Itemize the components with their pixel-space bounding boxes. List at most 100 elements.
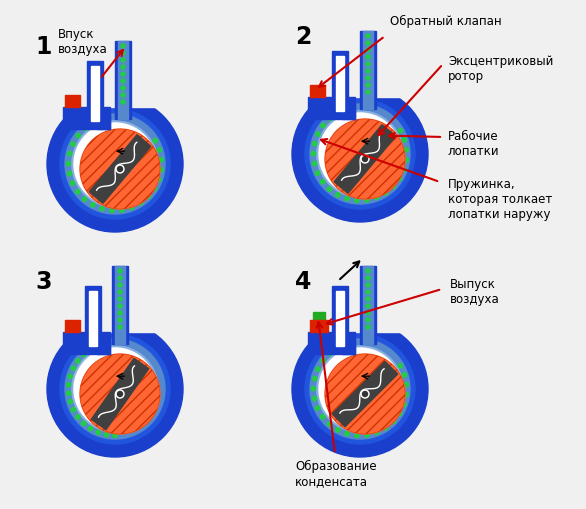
Circle shape bbox=[118, 392, 122, 397]
Circle shape bbox=[404, 393, 408, 397]
Circle shape bbox=[374, 431, 379, 435]
Circle shape bbox=[116, 390, 124, 398]
Circle shape bbox=[118, 304, 122, 308]
Circle shape bbox=[328, 187, 332, 192]
Circle shape bbox=[364, 433, 369, 437]
Circle shape bbox=[157, 149, 162, 153]
Circle shape bbox=[76, 190, 80, 194]
Circle shape bbox=[366, 49, 370, 53]
Circle shape bbox=[366, 63, 370, 67]
Bar bbox=[363, 267, 373, 344]
Text: 2: 2 bbox=[295, 25, 311, 49]
Circle shape bbox=[366, 84, 370, 88]
Circle shape bbox=[104, 342, 108, 346]
Circle shape bbox=[76, 134, 80, 138]
Circle shape bbox=[292, 321, 428, 457]
Circle shape bbox=[366, 276, 370, 280]
Bar bbox=[332, 287, 348, 349]
Circle shape bbox=[121, 52, 125, 56]
Bar bbox=[336, 57, 344, 112]
Circle shape bbox=[310, 105, 410, 205]
Circle shape bbox=[104, 433, 108, 437]
Bar bbox=[115, 267, 125, 344]
Circle shape bbox=[321, 359, 325, 363]
Circle shape bbox=[81, 421, 86, 426]
Circle shape bbox=[72, 346, 158, 432]
Bar bbox=[42, 17, 188, 108]
Circle shape bbox=[355, 199, 359, 203]
Circle shape bbox=[321, 180, 325, 185]
Bar bbox=[342, 106, 355, 120]
Bar bbox=[65, 96, 80, 108]
Circle shape bbox=[118, 284, 122, 288]
Circle shape bbox=[312, 377, 317, 381]
Circle shape bbox=[336, 193, 340, 197]
Circle shape bbox=[121, 59, 125, 63]
Circle shape bbox=[70, 182, 75, 186]
Text: Эксцентриковый
ротор: Эксцентриковый ротор bbox=[448, 55, 553, 83]
Circle shape bbox=[146, 195, 151, 200]
Circle shape bbox=[68, 400, 73, 404]
Polygon shape bbox=[334, 126, 396, 194]
Circle shape bbox=[366, 304, 370, 308]
Circle shape bbox=[363, 392, 367, 397]
Bar bbox=[313, 313, 325, 320]
Circle shape bbox=[71, 366, 76, 371]
Bar bbox=[63, 332, 110, 354]
Text: 1: 1 bbox=[35, 35, 52, 59]
Circle shape bbox=[374, 196, 379, 200]
Bar bbox=[342, 341, 355, 354]
Text: Образование
конденсата: Образование конденсата bbox=[295, 459, 377, 487]
Circle shape bbox=[366, 325, 370, 329]
Circle shape bbox=[397, 412, 401, 416]
Circle shape bbox=[96, 344, 100, 348]
Circle shape bbox=[312, 162, 316, 166]
Circle shape bbox=[316, 133, 320, 137]
Circle shape bbox=[391, 419, 396, 424]
Bar bbox=[363, 32, 373, 110]
Circle shape bbox=[397, 177, 401, 181]
Circle shape bbox=[91, 203, 95, 208]
Circle shape bbox=[153, 139, 158, 144]
Bar bbox=[310, 320, 328, 332]
Circle shape bbox=[152, 187, 156, 191]
Circle shape bbox=[366, 297, 370, 301]
Circle shape bbox=[116, 165, 124, 174]
Polygon shape bbox=[91, 359, 149, 430]
Circle shape bbox=[366, 91, 370, 95]
Circle shape bbox=[366, 77, 370, 81]
Circle shape bbox=[121, 94, 125, 98]
Circle shape bbox=[391, 185, 396, 189]
Bar bbox=[87, 62, 103, 125]
Circle shape bbox=[364, 199, 369, 203]
Circle shape bbox=[156, 178, 161, 182]
Circle shape bbox=[118, 318, 122, 322]
Circle shape bbox=[130, 206, 134, 210]
Circle shape bbox=[159, 158, 163, 163]
Circle shape bbox=[321, 124, 325, 129]
Circle shape bbox=[366, 318, 370, 322]
Circle shape bbox=[319, 114, 401, 195]
Bar bbox=[42, 242, 188, 332]
Circle shape bbox=[328, 117, 332, 121]
Circle shape bbox=[76, 415, 80, 419]
Circle shape bbox=[383, 426, 388, 430]
Circle shape bbox=[83, 127, 87, 131]
Circle shape bbox=[312, 397, 316, 401]
Circle shape bbox=[72, 122, 158, 208]
Circle shape bbox=[336, 428, 340, 432]
Circle shape bbox=[118, 276, 122, 280]
Circle shape bbox=[67, 172, 71, 177]
Circle shape bbox=[310, 340, 410, 439]
Circle shape bbox=[159, 168, 163, 173]
Text: 4: 4 bbox=[295, 269, 311, 293]
Text: Выпуск
воздуха: Выпуск воздуха bbox=[450, 277, 500, 305]
Circle shape bbox=[315, 406, 320, 411]
Circle shape bbox=[71, 408, 76, 412]
Bar bbox=[332, 52, 348, 115]
Circle shape bbox=[60, 110, 170, 219]
Circle shape bbox=[305, 100, 415, 210]
Circle shape bbox=[316, 367, 320, 372]
Bar bbox=[89, 292, 97, 346]
Circle shape bbox=[88, 348, 93, 352]
